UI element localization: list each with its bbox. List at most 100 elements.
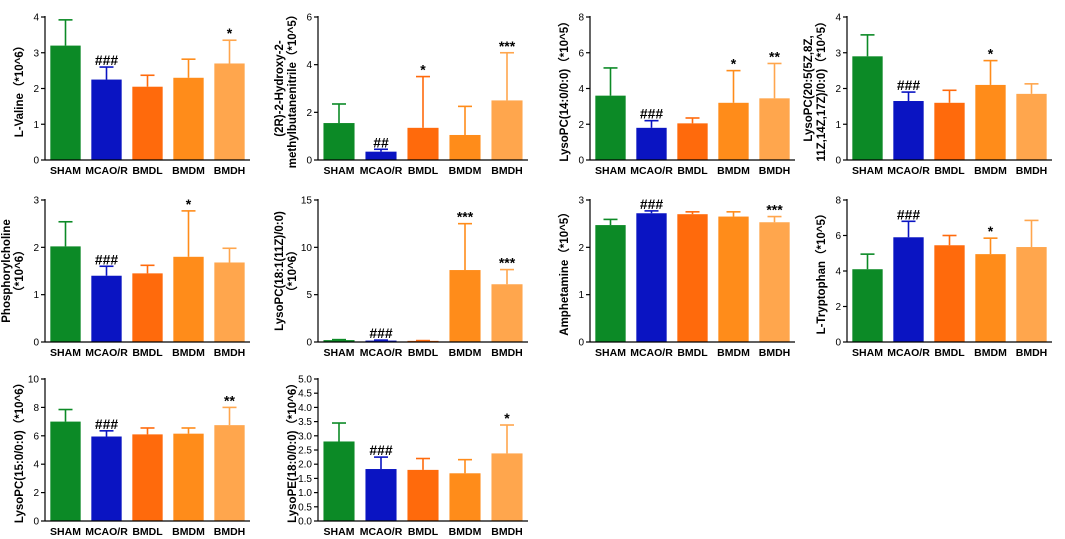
- significance-mark: ###: [369, 442, 393, 458]
- bar-bmdh: [759, 222, 790, 342]
- x-tick-label: SHAM: [852, 165, 883, 177]
- y-tick-label: 0: [306, 338, 312, 349]
- bar-sham: [50, 45, 81, 160]
- x-tick-label: BMDL: [677, 165, 708, 177]
- significance-mark: ###: [640, 106, 664, 122]
- x-tick-label: BMDM: [172, 165, 205, 177]
- bar-bmdh: [214, 425, 245, 521]
- bar-bmdl: [677, 123, 708, 160]
- y-axis-label: methylbutanenitrile（*10^5）: [285, 9, 299, 168]
- x-tick-label: MCAO/R: [85, 347, 128, 359]
- y-tick-label: 0.5: [298, 502, 312, 513]
- x-tick-label: MCAO/R: [630, 347, 673, 359]
- x-tick-label: BMDM: [974, 347, 1007, 359]
- x-tick-label: BMDM: [172, 526, 205, 538]
- bar-sham: [50, 421, 81, 521]
- significance-mark: *: [186, 196, 192, 212]
- x-tick-label: MCAO/R: [360, 526, 403, 538]
- bar-bmdm: [718, 216, 749, 342]
- x-tick-label: BMDM: [172, 347, 205, 359]
- bar-bmdm: [449, 134, 481, 160]
- x-tick-label: BMDL: [677, 347, 708, 359]
- x-tick-label: BMDH: [759, 165, 791, 177]
- x-tick-label: SHAM: [595, 165, 626, 177]
- y-tick-label: 0: [835, 156, 841, 167]
- y-axis-label: Phosphorylcholine: [1, 219, 13, 323]
- y-axis-label: 11Z,14Z,17Z)/0:0)（*10^5）: [814, 15, 828, 161]
- y-axis-label: L-Valine（*10^6）: [12, 40, 26, 137]
- x-tick-label: BMDH: [491, 526, 523, 538]
- bar-bmdm: [449, 473, 481, 521]
- x-tick-label: BMDM: [449, 526, 482, 538]
- bar-bmdl: [677, 214, 708, 342]
- bar-bmdm: [173, 77, 204, 160]
- y-tick-label: 4: [578, 84, 584, 95]
- significance-mark: *: [988, 223, 994, 239]
- y-tick-label: 2: [33, 243, 39, 254]
- bar-sham: [595, 225, 626, 342]
- x-tick-label: MCAO/R: [85, 526, 128, 538]
- y-tick-label: 6: [306, 13, 312, 24]
- chart-panel-2: SHAM ## MCAO/R * BMDL BMDM *** BMDH 0 2 4 6 (2R)-2-H…: [274, 9, 528, 177]
- significance-mark: *: [504, 410, 510, 426]
- y-tick-label: 4: [33, 460, 39, 471]
- significance-mark: ##: [373, 134, 389, 150]
- y-tick-label: 8: [578, 13, 584, 24]
- y-tick-label: 2: [578, 243, 584, 254]
- y-tick-label: 4.0: [298, 403, 312, 414]
- y-tick-label: 2: [578, 120, 584, 131]
- x-tick-label: MCAO/R: [85, 165, 128, 177]
- y-tick-label: 3: [33, 48, 39, 59]
- bar-bmdh: [1016, 93, 1047, 160]
- y-tick-label: 0: [306, 156, 312, 167]
- x-tick-label: BMDL: [132, 347, 163, 359]
- x-tick-label: BMDL: [132, 165, 163, 177]
- significance-mark: *: [731, 56, 737, 72]
- bar-bmdm: [975, 254, 1006, 342]
- bar-mcaor: [893, 237, 924, 342]
- chart-panel-9: SHAM ### MCAO/R BMDL BMDM ** BMDH 0 2 4 6 8 10LysoPC…: [12, 375, 250, 538]
- y-tick-label: 5.0: [298, 375, 312, 386]
- y-tick-label: 2: [33, 84, 39, 95]
- significance-mark: *: [227, 25, 233, 41]
- y-tick-label: 6: [835, 231, 841, 242]
- bar-bmdh: [491, 100, 523, 160]
- y-tick-label: 0: [33, 338, 39, 349]
- chart-panel-8: SHAM ### MCAO/R BMDL * BMDM BMDH 0 2 4 6 8 L-Tryptop…: [814, 196, 1052, 359]
- x-tick-label: MCAO/R: [360, 347, 403, 359]
- x-tick-label: BMDM: [449, 347, 482, 359]
- y-tick-label: 4: [33, 13, 39, 24]
- y-axis-label: LysoPC(15:0/0:0)（*10^6）: [12, 377, 26, 523]
- bar-sham: [852, 56, 883, 161]
- y-tick-label: 8: [835, 196, 841, 207]
- bar-bmdh: [759, 98, 790, 160]
- x-tick-label: BMDL: [408, 347, 439, 359]
- x-tick-label: BMDH: [491, 165, 523, 177]
- chart-panel-10: SHAM ### MCAO/R BMDL BMDM * BMDH 0.0 0.5 1.0 1.5 2.…: [285, 375, 528, 538]
- bar-bmdl: [934, 245, 965, 342]
- x-tick-label: SHAM: [324, 347, 355, 359]
- x-tick-label: MCAO/R: [887, 347, 930, 359]
- chart-panel-4: SHAM ### MCAO/R BMDL * BMDM BMDH 0 1 2 3 4 LysoPC(20…: [803, 13, 1052, 177]
- bar-sham: [323, 441, 355, 521]
- y-axis-label: L-Tryptophan（*10^5）: [814, 208, 828, 335]
- bar-mcaor: [365, 469, 397, 521]
- bar-bmdl: [132, 273, 163, 342]
- y-axis-label: （*10^6）: [12, 244, 26, 297]
- x-tick-label: SHAM: [852, 347, 883, 359]
- y-axis-label: LysoPC(18:1(11Z)/0:0): [274, 211, 286, 331]
- significance-mark: ***: [457, 209, 474, 225]
- bar-bmdl: [132, 434, 163, 521]
- y-axis-label: LysoPC(20:5(5Z,8Z,: [803, 35, 815, 141]
- bar-mcaor: [636, 127, 667, 160]
- chart-panel-3: SHAM ### MCAO/R BMDL * BMDM ** BMDH 0 2 4 6 8 LysoPC(…: [557, 13, 795, 177]
- x-tick-label: BMDH: [759, 347, 791, 359]
- y-tick-label: 1.5: [298, 474, 312, 485]
- bar-bmdm: [449, 270, 481, 342]
- x-tick-label: MCAO/R: [360, 165, 403, 177]
- y-tick-label: 0: [33, 517, 39, 528]
- significance-mark: ###: [95, 251, 119, 267]
- x-tick-label: SHAM: [50, 165, 81, 177]
- y-tick-label: 2: [33, 488, 39, 499]
- x-tick-label: MCAO/R: [887, 165, 930, 177]
